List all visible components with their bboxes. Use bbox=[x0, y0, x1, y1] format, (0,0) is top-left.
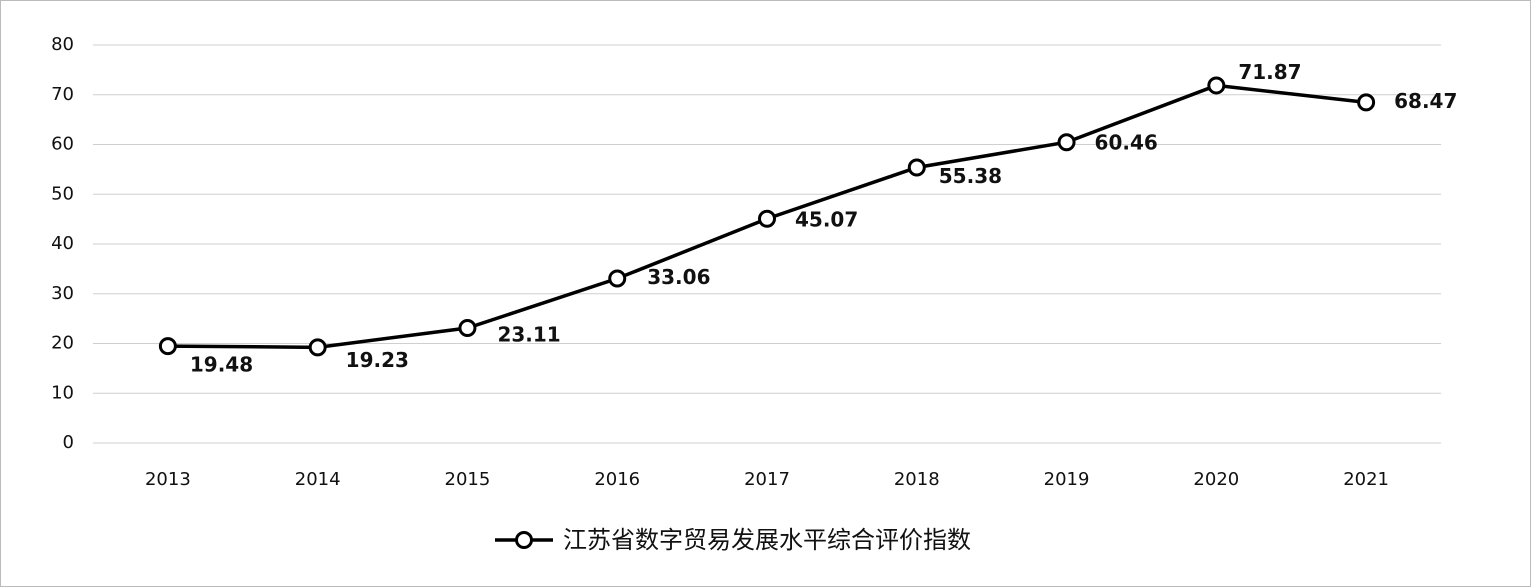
y-tick-label: 10 bbox=[51, 382, 74, 403]
x-tick-label: 2016 bbox=[594, 469, 640, 490]
point bbox=[308, 338, 327, 357]
x-tick-label: 2017 bbox=[744, 469, 790, 490]
data-label: 19.48 bbox=[190, 353, 253, 377]
point bbox=[907, 158, 926, 177]
y-tick-label: 80 bbox=[51, 34, 74, 55]
y-tick-label: 40 bbox=[51, 233, 74, 254]
x-tick-label: 2020 bbox=[1193, 469, 1239, 490]
data-label: 33.06 bbox=[647, 265, 710, 289]
x-tick-label: 2019 bbox=[1044, 469, 1090, 490]
data-label: 45.07 bbox=[795, 207, 858, 231]
legend-label: 江苏省数字贸易发展水平综合评价指数 bbox=[563, 526, 971, 554]
point bbox=[608, 269, 627, 288]
y-tick-label: 20 bbox=[51, 333, 74, 354]
x-tick-label: 2015 bbox=[445, 469, 491, 490]
data-label: 19.23 bbox=[346, 348, 409, 372]
x-tick-label: 2021 bbox=[1343, 469, 1389, 490]
point bbox=[458, 319, 477, 338]
data-label: 71.87 bbox=[1238, 60, 1301, 84]
x-tick-label: 2018 bbox=[894, 469, 940, 490]
data-label: 23.11 bbox=[497, 323, 560, 347]
y-tick-label: 70 bbox=[51, 84, 74, 105]
point bbox=[158, 337, 177, 356]
point bbox=[1357, 93, 1376, 112]
y-tick-label: 60 bbox=[51, 134, 74, 155]
y-tick-label: 50 bbox=[51, 183, 74, 204]
data-label: 68.47 bbox=[1394, 89, 1457, 113]
point bbox=[1057, 133, 1076, 152]
legend-marker bbox=[515, 531, 533, 549]
x-tick-label: 2014 bbox=[295, 469, 341, 490]
y-tick-label: 0 bbox=[63, 432, 74, 453]
x-tick-label: 2013 bbox=[145, 469, 191, 490]
y-tick-label: 30 bbox=[51, 283, 74, 304]
data-label: 60.46 bbox=[1095, 131, 1158, 155]
data-label: 55.38 bbox=[939, 164, 1002, 188]
point bbox=[1207, 76, 1226, 95]
point bbox=[758, 209, 776, 228]
